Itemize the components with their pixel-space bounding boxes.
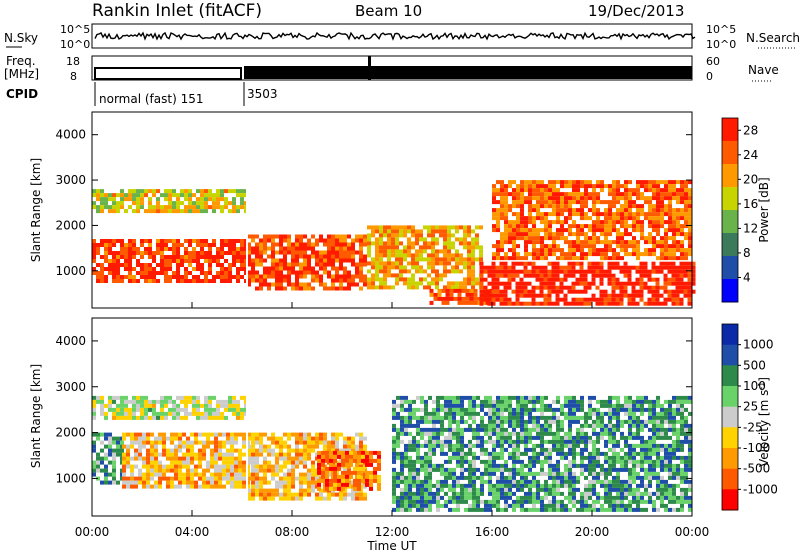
power-region-5	[479, 261, 696, 306]
power-colorbar-tick-2: 12	[743, 221, 758, 235]
power-colorbar-swatch-1	[722, 141, 738, 165]
velocity-region-0	[92, 432, 124, 485]
noise-trace	[94, 31, 696, 41]
velocity-colorbar-tick-7: -1000	[743, 482, 778, 496]
date-label: 19/Dec/2013	[588, 2, 684, 20]
velocity-colorbar-swatch-6	[722, 448, 738, 470]
velocity-ytick-label-0: 1000	[55, 471, 86, 485]
beam-label: Beam 10	[355, 2, 422, 20]
xaxis-label: Time UT	[366, 539, 417, 553]
power-colorbar-swatch-0	[722, 118, 738, 142]
power-ytick-label-2: 3000	[55, 173, 86, 187]
power-colorbar-tick-4: 20	[743, 172, 758, 186]
power-colorbar-tick-6: 28	[743, 123, 758, 137]
power-colorbar-swatch-5	[722, 233, 738, 257]
power-colorbar-label: Power [dB]	[757, 177, 771, 242]
velocity-heatmap	[92, 318, 692, 516]
velocity-colorbar-swatch-0	[722, 324, 738, 346]
power-y-axis: 1000 2000 3000 4000	[55, 128, 692, 278]
velocity-region-4	[317, 450, 381, 491]
power-region-0	[92, 239, 248, 283]
velocity-y-axis: 1000 2000 3000 4000	[55, 334, 692, 485]
noise-right-label: N.Search	[746, 31, 800, 45]
power-colorbar-swatch-3	[722, 187, 738, 211]
power-colorbar-swatch-7	[722, 279, 738, 303]
power-panel: 1000 2000 3000 4000 Slant Range [km] 4 8 12 16…	[29, 111, 771, 309]
velocity-colorbar-swatch-8	[722, 489, 738, 511]
velocity-colorbar-tick-5: -100	[743, 441, 770, 455]
velocity-ytick-label-1: 2000	[55, 426, 86, 440]
power-colorbar-swatch-6	[722, 256, 738, 280]
power-colorbar-swatch-4	[722, 210, 738, 234]
power-ytick-label-0: 1000	[55, 264, 86, 278]
power-colorbar-tick-5: 24	[743, 148, 758, 162]
noise-right-tick-bottom: 10^0	[706, 38, 736, 51]
velocity-colorbar-swatch-3	[722, 386, 738, 408]
freq-label-line2: [MHz]	[4, 67, 39, 81]
xtick-label-6: 00:00	[675, 525, 710, 539]
power-ylabel: Slant Range [km]	[29, 158, 43, 262]
nave-right-tick-top: 60	[706, 55, 720, 68]
freq-label-line1: Freq.	[6, 54, 36, 68]
velocity-colorbar-swatch-2	[722, 365, 738, 387]
velocity-ylabel: Slant Range [km]	[29, 364, 43, 468]
nave-trace	[244, 66, 692, 79]
noise-left-tick-bottom: 10^0	[60, 38, 90, 51]
power-region-2	[247, 234, 367, 291]
power-region-1	[92, 189, 248, 214]
xtick-label-0: 00:00	[75, 525, 110, 539]
frequency-panel: Freq. [MHz] 18 8 60 0 Nave	[4, 54, 779, 83]
xtick-label-5: 20:00	[575, 525, 610, 539]
velocity-colorbar-tick-2: 100	[743, 379, 766, 393]
power-colorbar: 4 8 12 16 20 24 28	[721, 117, 758, 303]
velocity-colorbar-tick-0: 1000	[743, 338, 774, 352]
velocity-colorbar-tick-3: 25	[743, 400, 758, 414]
noise-left-label: N.Sky	[4, 31, 38, 45]
freq-left-tick-top: 18	[66, 55, 80, 68]
cpid-mode-normal: normal (fast) 151	[99, 92, 203, 106]
velocity-colorbar-swatch-4	[722, 406, 738, 428]
cpid-mode-3503: 3503	[247, 87, 278, 101]
xtick-label-2: 08:00	[275, 525, 310, 539]
noise-panel: N.Sky 10^5 10^0 10^5 10^0 N.Search	[4, 23, 800, 51]
noise-right-tick-top: 10^5	[706, 23, 736, 36]
time-axis: 00:00 04:00 08:00 12:00 16:00 20:00 00:00	[75, 302, 710, 539]
velocity-region-5	[392, 395, 692, 512]
velocity-ytick-label-2: 3000	[55, 380, 86, 394]
power-colorbar-tick-1: 8	[743, 246, 751, 260]
power-region-6	[492, 180, 692, 261]
cpid-label: CPID	[6, 87, 38, 101]
power-ytick-label-1: 2000	[55, 218, 86, 232]
power-colorbar-tick-3: 16	[743, 197, 758, 211]
velocity-panel: 1000 2000 3000 4000 Slant Range [km] 1000 50…	[29, 317, 778, 517]
velocity-colorbar-label: Velocity [m s-1]	[757, 377, 772, 467]
velocity-colorbar-tick-4: -25	[743, 420, 763, 434]
velocity-region-1	[122, 432, 250, 489]
velocity-colorbar: 1000 500 100 25 -25 -100 -500 -1000	[721, 323, 778, 511]
velocity-colorbar-swatch-7	[722, 468, 738, 490]
station-title: Rankin Inlet (fitACF)	[92, 1, 262, 21]
power-ytick-label-3: 4000	[55, 128, 86, 142]
xtick-label-3: 12:00	[375, 525, 410, 539]
nave-right-tick-bottom: 0	[706, 70, 713, 83]
velocity-region-2	[92, 395, 248, 420]
power-region-3	[367, 225, 483, 290]
velocity-colorbar-swatch-1	[722, 344, 738, 366]
power-colorbar-tick-0: 4	[743, 270, 751, 284]
velocity-ytick-label-3: 4000	[55, 334, 86, 348]
xtick-label-4: 16:00	[475, 525, 510, 539]
nave-label: Nave	[748, 63, 779, 77]
xtick-label-1: 04:00	[175, 525, 210, 539]
noise-left-tick-top: 10^5	[60, 23, 90, 36]
velocity-colorbar-tick-6: -500	[743, 462, 770, 476]
velocity-colorbar-tick-1: 500	[743, 358, 766, 372]
cpid-strip: CPID normal (fast) 151 3503	[6, 82, 278, 106]
freq-left-tick-bottom: 8	[70, 70, 77, 83]
velocity-colorbar-swatch-5	[722, 427, 738, 449]
power-heatmap	[92, 112, 696, 308]
power-colorbar-swatch-2	[722, 164, 738, 188]
